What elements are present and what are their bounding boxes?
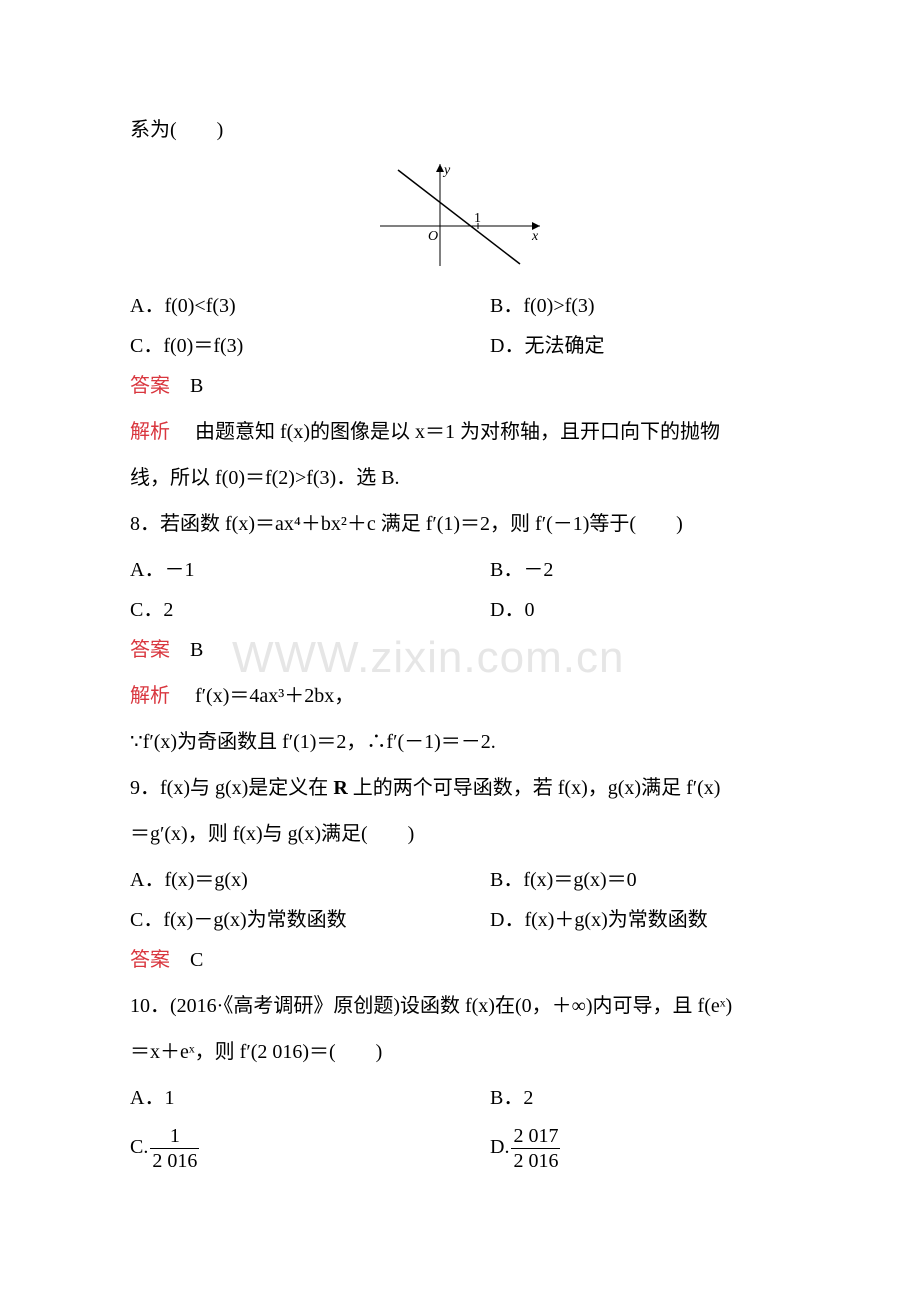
q7-figure: y x O 1 — [130, 156, 790, 276]
q9-answer: C — [190, 940, 203, 980]
q9-opt-c: C．f(x)－g(x)为常数函数 — [130, 900, 490, 940]
q7-opt-d: D．无法确定 — [490, 326, 790, 366]
axis-x-label: x — [531, 229, 539, 244]
answer-label: 答案 — [130, 940, 170, 980]
page-content: 系为( ) y x O 1 A．f(0)<f(3) B．f(0)>f(3) C．… — [130, 110, 790, 1171]
q8-stem: 8．若函数 f(x)＝ax⁴＋bx²＋c 满足 f′(1)＝2，则 f′(－1)… — [130, 504, 790, 544]
tick-one-label: 1 — [474, 211, 481, 226]
q10-stem-2: ＝x＋eˣ，则 f′(2 016)＝( ) — [130, 1032, 790, 1072]
q10-opt-b: B．2 — [490, 1078, 790, 1118]
q7-explain-1: 由题意知 f(x)的图像是以 x＝1 为对称轴，且开口向下的抛物 — [195, 421, 720, 443]
q7-answer: B — [190, 366, 203, 406]
q9-opt-d: D．f(x)＋g(x)为常数函数 — [490, 900, 790, 940]
axis-y-label: y — [442, 163, 451, 178]
q8-opt-d: D．0 — [490, 590, 790, 630]
q7-stem-tail: 系为( ) — [130, 110, 790, 150]
q8-opt-c: C．2 — [130, 590, 490, 630]
origin-label: O — [428, 229, 438, 244]
q8-explain-1: f′(x)＝4ax³＋2bx， — [195, 685, 354, 707]
explain-label: 解析 — [130, 685, 170, 707]
q8-explain-2: ∵f′(x)为奇函数且 f′(1)＝2，∴f′(－1)＝－2. — [130, 722, 790, 762]
q10-stem-1: 10．(2016·《高考调研》原创题)设函数 f(x)在(0，＋∞)内可导，且 … — [130, 986, 790, 1026]
q10-opt-a: A．1 — [130, 1078, 490, 1118]
q8-opt-b: B．－2 — [490, 550, 790, 590]
q10-opt-d: D.2 0172 016 — [490, 1126, 790, 1171]
q7-opt-a: A．f(0)<f(3) — [130, 286, 490, 326]
q7-explain-2: 线，所以 f(0)＝f(2)>f(3)．选 B. — [130, 458, 790, 498]
q9-opt-a: A．f(x)＝g(x) — [130, 860, 490, 900]
explain-label: 解析 — [130, 421, 170, 443]
q9-opt-b: B．f(x)＝g(x)＝0 — [490, 860, 790, 900]
q9-stem-2: ＝g′(x)，则 f(x)与 g(x)满足( ) — [130, 814, 790, 854]
q9-stem-1: 9．f(x)与 g(x)是定义在 R 上的两个可导函数，若 f(x)，g(x)满… — [130, 768, 790, 808]
q7-opt-c: C．f(0)＝f(3) — [130, 326, 490, 366]
derivative-line — [398, 170, 520, 264]
answer-label: 答案 — [130, 630, 170, 670]
answer-label: 答案 — [130, 366, 170, 406]
q8-opt-a: A．－1 — [130, 550, 490, 590]
q10-opt-c: C.12 016 — [130, 1126, 490, 1171]
q8-answer: B — [190, 630, 203, 670]
q7-opt-b: B．f(0)>f(3) — [490, 286, 790, 326]
